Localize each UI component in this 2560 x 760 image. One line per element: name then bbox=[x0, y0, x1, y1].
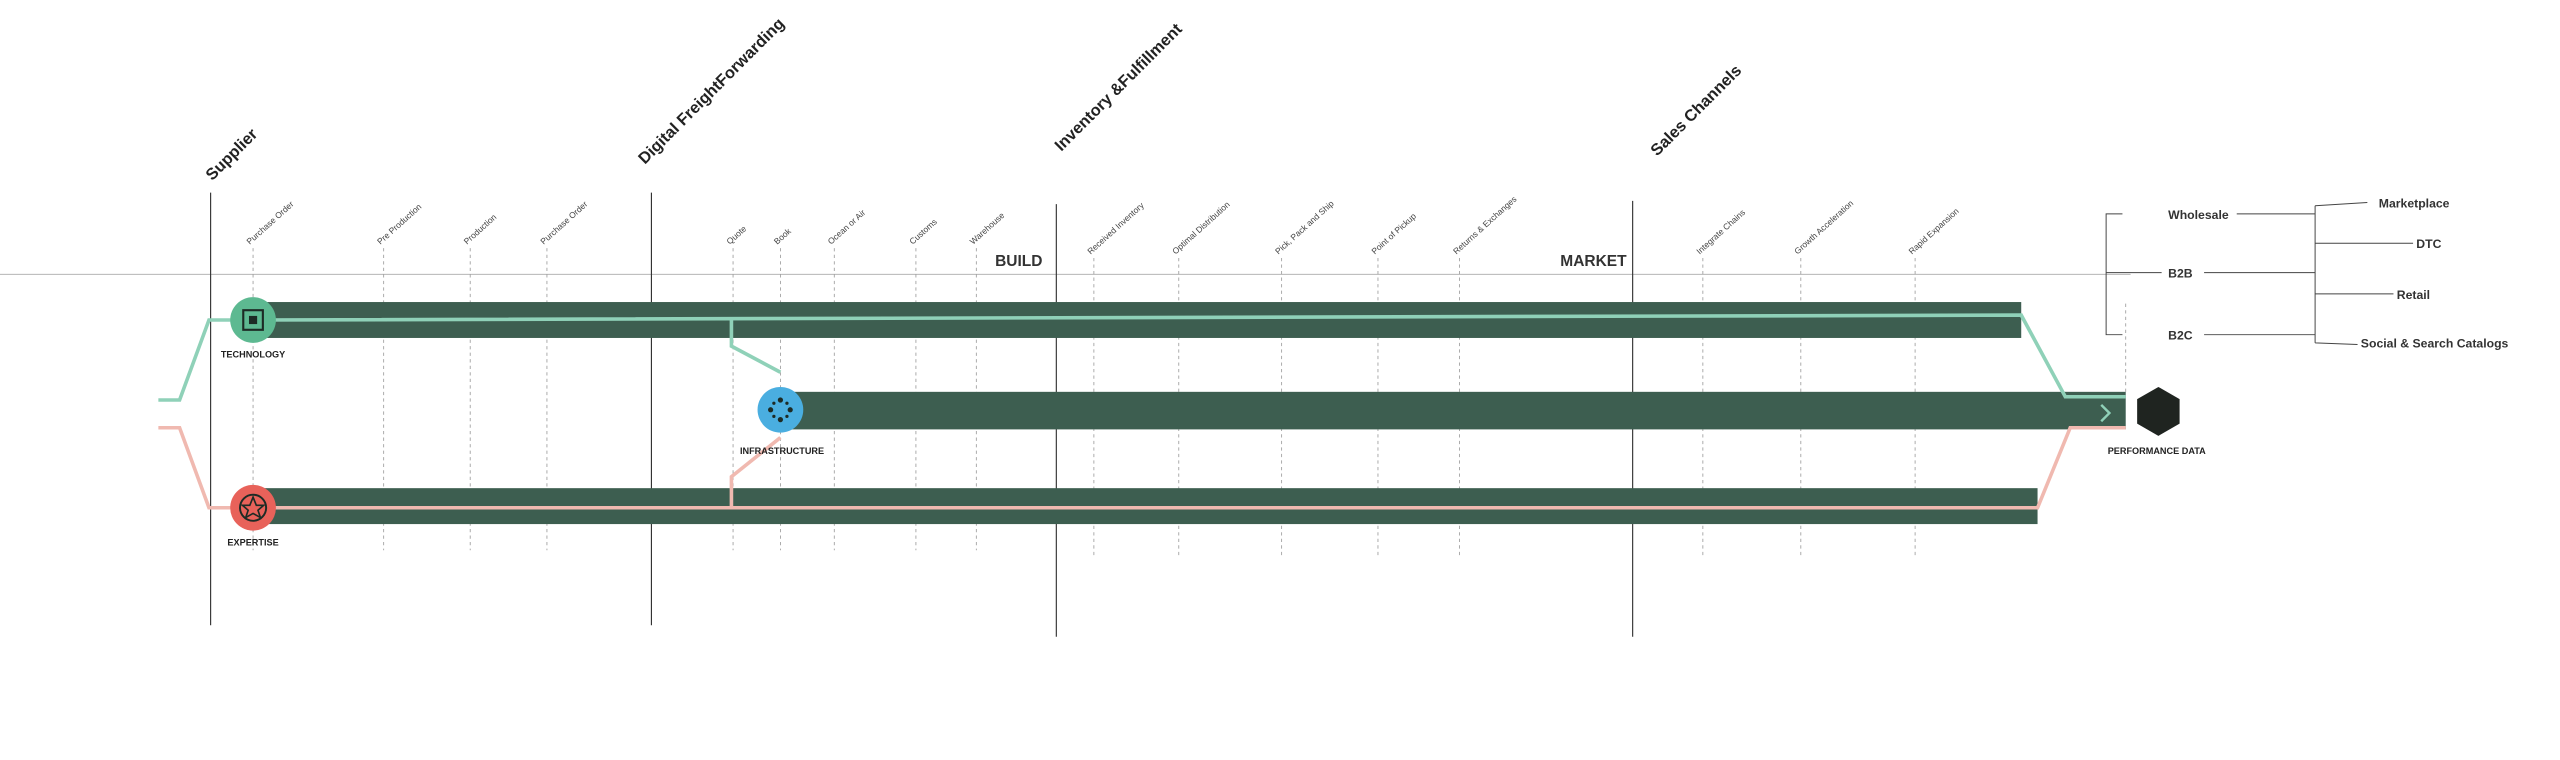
phase-label: MARKET bbox=[1560, 253, 1627, 270]
step-label: Point of Pickup bbox=[1369, 211, 1418, 256]
nodes: TECHNOLOGY INFRASTRUCTURE EXPERTISE PERF… bbox=[221, 297, 2206, 547]
expertise-icon bbox=[230, 484, 276, 531]
step-label: Production bbox=[462, 212, 499, 247]
channel-tree: Wholesale B2B B2C Marketplace DTC Retail… bbox=[2105, 196, 2509, 351]
outlet-label: DTC bbox=[2416, 237, 2441, 251]
expertise-flow bbox=[158, 425, 2126, 510]
step-label: Book bbox=[772, 226, 794, 247]
infrastructure-icon bbox=[757, 386, 804, 433]
node-label: TECHNOLOGY bbox=[221, 350, 285, 360]
section-headings: Supplier Digital FreightForwarding Inven… bbox=[202, 15, 1745, 184]
step-label: Customs bbox=[907, 217, 939, 247]
expertise-branch bbox=[729, 436, 782, 508]
technology-branch bbox=[729, 320, 782, 374]
phases: BUILD MARKET bbox=[995, 253, 1627, 270]
step-labels: Purchase Order Pre Production Production Pu… bbox=[244, 194, 1961, 256]
outlet-label: Retail bbox=[2397, 288, 2430, 302]
node-label: PERFORMANCE DATA bbox=[2108, 446, 2206, 456]
tree-bracket bbox=[2204, 201, 2414, 345]
phase-label: BUILD bbox=[995, 253, 1042, 270]
expertise-glyph bbox=[239, 493, 268, 522]
step-label: Ocean or Air bbox=[826, 207, 868, 246]
step-label: Purchase Order bbox=[538, 199, 589, 247]
expertise-glyph bbox=[240, 494, 266, 520]
performance-icon bbox=[2137, 386, 2180, 436]
tracks bbox=[253, 302, 2127, 525]
step-label: Warehouse bbox=[968, 210, 1007, 246]
chip-glyph bbox=[248, 315, 258, 325]
section-heading: Sales Channels bbox=[1647, 62, 1745, 160]
step-label: Integrate Chains bbox=[1694, 207, 1747, 256]
section-heading: Digital FreightForwarding bbox=[635, 15, 788, 168]
channel-label: B2B bbox=[2168, 267, 2193, 281]
chip-glyph bbox=[242, 309, 264, 331]
step-label: Pre Production bbox=[375, 201, 424, 246]
node-label: INFRASTRUCTURE bbox=[740, 446, 824, 456]
outlet-label: Social & Search Catalogs bbox=[2361, 337, 2509, 351]
channel-label: B2C bbox=[2168, 329, 2193, 343]
step-label: Returns & Exchanges bbox=[1451, 194, 1519, 256]
channel-label: Wholesale bbox=[2168, 208, 2229, 222]
step-label: Optimal Distribution bbox=[1170, 199, 1232, 256]
infrastructure-glyph bbox=[768, 397, 793, 423]
step-label: Quote bbox=[724, 223, 748, 246]
step-label: Growth Acceleration bbox=[1792, 198, 1855, 256]
track-bar bbox=[780, 391, 2126, 430]
node-label: EXPERTISE bbox=[227, 537, 278, 547]
arrow bbox=[2100, 404, 2112, 423]
step-label: Received Inventory bbox=[1085, 200, 1146, 256]
step-label: Rapid Expansion bbox=[1906, 206, 1960, 256]
section-heading: Inventory &Fulfillment bbox=[1051, 20, 1186, 155]
tree-bracket bbox=[2105, 213, 2162, 336]
outlet-label: Marketplace bbox=[2379, 196, 2450, 210]
step-label: Purchase Order bbox=[244, 199, 295, 247]
step-label: Pick, Pack and Ship bbox=[1273, 198, 1336, 256]
section-heading: Supplier bbox=[202, 125, 261, 184]
